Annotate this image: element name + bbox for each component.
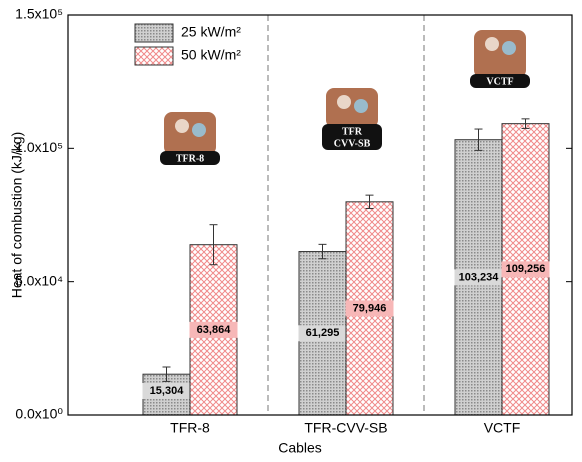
photo-core <box>192 123 206 137</box>
photo-cable <box>474 30 526 78</box>
photo-core <box>485 37 499 51</box>
photo-caption: CVV-SB <box>334 138 371 149</box>
x-tick-label: TFR-CVV-SB <box>304 420 387 436</box>
legend-swatch <box>135 24 173 42</box>
legend-label: 25 kW/m² <box>181 24 241 40</box>
photo-caption: VCTF <box>486 76 513 87</box>
value-label: 109,256 <box>506 263 546 275</box>
value-label: 63,864 <box>197 324 232 336</box>
value-label: 61,295 <box>306 327 340 339</box>
value-label: 79,946 <box>353 302 387 314</box>
y-tick-label: 0.0x10⁰ <box>15 406 63 422</box>
y-tick-label: 1.0x10⁵ <box>15 139 63 155</box>
photo-core <box>337 95 351 109</box>
photo-cable <box>164 112 216 155</box>
photo-cable <box>326 88 378 128</box>
x-tick-label: TFR-8 <box>170 420 210 436</box>
value-label: 103,234 <box>459 271 500 283</box>
legend-swatch <box>135 47 173 65</box>
x-tick-label: VCTF <box>484 420 521 436</box>
photo-core <box>175 119 189 133</box>
photo-caption: TFR-8 <box>176 153 204 164</box>
chart: Cables Heat of combustion (kJ/kg) 0.0x10… <box>0 0 582 462</box>
y-tick-label: 1.5x10⁵ <box>15 6 63 22</box>
y-tick-label: 5.0x10⁴ <box>15 272 63 288</box>
legend-label: 50 kW/m² <box>181 47 241 63</box>
x-axis-label: Cables <box>278 440 322 456</box>
photo-caption: TFR <box>342 126 363 137</box>
photo-core <box>354 99 368 113</box>
page: {"chart_data": {"type": "bar", "x_label"… <box>0 0 582 462</box>
value-label: 15,304 <box>150 385 185 397</box>
photo-core <box>502 41 516 55</box>
